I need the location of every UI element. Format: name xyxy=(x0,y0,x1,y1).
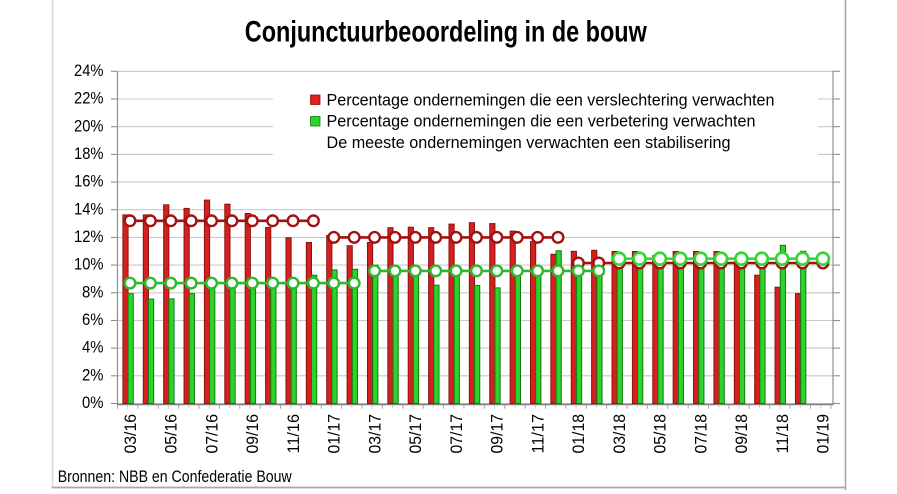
svg-text:20%: 20% xyxy=(74,116,104,135)
svg-text:07/17: 07/17 xyxy=(448,414,466,454)
svg-text:2%: 2% xyxy=(82,365,104,384)
svg-text:09/17: 09/17 xyxy=(489,414,507,454)
svg-text:0%: 0% xyxy=(82,393,104,412)
svg-text:09/16: 09/16 xyxy=(244,414,262,454)
svg-text:16%: 16% xyxy=(74,172,104,191)
svg-text:4%: 4% xyxy=(82,338,104,357)
svg-text:Percentage ondernemingen die e: Percentage ondernemingen die een verbete… xyxy=(327,113,756,131)
svg-text:11/18: 11/18 xyxy=(774,414,792,454)
svg-text:8%: 8% xyxy=(82,282,104,301)
svg-text:01/18: 01/18 xyxy=(570,414,588,454)
svg-text:05/17: 05/17 xyxy=(407,414,425,454)
svg-text:07/16: 07/16 xyxy=(203,414,221,454)
svg-text:03/17: 03/17 xyxy=(366,414,384,454)
svg-text:Percentage ondernemingen die e: Percentage ondernemingen die een verslec… xyxy=(327,91,775,109)
svg-text:03/18: 03/18 xyxy=(611,414,629,454)
svg-text:18%: 18% xyxy=(74,144,104,163)
svg-text:03/16: 03/16 xyxy=(122,414,140,454)
svg-text:01/19: 01/19 xyxy=(815,414,833,454)
svg-text:10%: 10% xyxy=(74,255,104,274)
svg-text:01/17: 01/17 xyxy=(326,414,344,454)
svg-text:12%: 12% xyxy=(74,227,104,246)
svg-text:6%: 6% xyxy=(82,310,104,329)
svg-text:14%: 14% xyxy=(74,199,104,218)
svg-text:Conjunctuurbeoordeling in de b: Conjunctuurbeoordeling in de bouw xyxy=(245,15,647,48)
svg-text:05/18: 05/18 xyxy=(652,414,670,454)
svg-text:Bronnen: NBB en Confederatie B: Bronnen: NBB en Confederatie Bouw xyxy=(58,468,292,486)
svg-text:07/18: 07/18 xyxy=(692,414,710,454)
svg-text:05/16: 05/16 xyxy=(163,414,181,454)
svg-text:11/16: 11/16 xyxy=(285,414,303,454)
svg-text:De meeste ondernemingen verwac: De meeste ondernemingen verwachten een s… xyxy=(327,134,731,152)
svg-text:24%: 24% xyxy=(74,61,104,80)
svg-text:22%: 22% xyxy=(74,89,104,108)
svg-text:09/18: 09/18 xyxy=(733,414,751,454)
svg-text:11/17: 11/17 xyxy=(529,414,547,454)
